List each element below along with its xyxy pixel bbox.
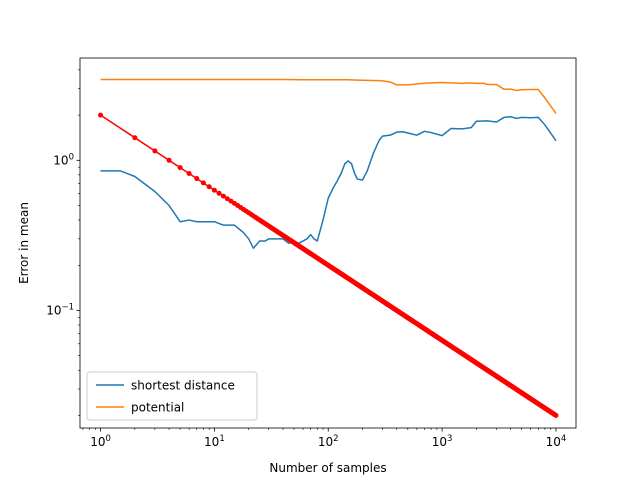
reference-marker [177, 165, 183, 171]
reference-marker [216, 190, 222, 196]
reference-marker [194, 176, 200, 182]
series-line-potential [100, 78, 557, 114]
reference-markers [98, 112, 559, 418]
reference-marker [224, 196, 230, 202]
reference-marker [200, 180, 206, 186]
reference-marker [186, 171, 192, 177]
reference-marker [132, 135, 138, 141]
reference-marker [220, 193, 226, 199]
reference-marker [152, 148, 158, 154]
reference-marker [211, 187, 217, 193]
reference-marker [553, 412, 559, 418]
x-axis-label: Number of samples [269, 461, 386, 475]
reference-marker [98, 112, 104, 118]
reference-marker [206, 184, 212, 190]
y-axis-label: Error in mean [17, 202, 31, 284]
series-line-shortest-distance [100, 116, 557, 249]
reference-marker [166, 157, 172, 163]
legend: shortest distance potential [86, 371, 258, 421]
series-layer [98, 78, 559, 418]
legend-box [86, 371, 258, 421]
legend-label-potential: potential [131, 401, 184, 415]
legend-label-shortest-distance: shortest distance [131, 379, 235, 393]
